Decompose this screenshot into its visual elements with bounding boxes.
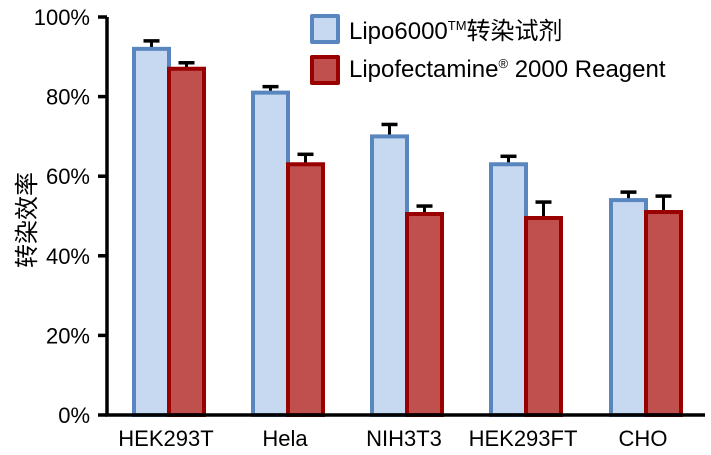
x-tick-label: HEK293FT <box>469 426 578 451</box>
bar-hek293t-lipo6000 <box>132 46 171 418</box>
bar-cho-lipofectamine <box>644 210 683 417</box>
legend-label-main: Lipofectamine <box>349 55 499 83</box>
bar-nih3t3-lipofectamine <box>405 212 444 417</box>
x-tick-label: CHO <box>619 426 668 451</box>
legend-label-lipo6000: Lipo6000TM转染试剂 <box>349 11 563 46</box>
y-tick-label: 80% <box>46 85 90 110</box>
y-tick-label: 60% <box>46 164 90 189</box>
legend-swatch-lipofectamine <box>310 54 340 85</box>
legend-label-suffix: 2000 Reagent <box>508 55 666 83</box>
legend-label-main: Lipo6000 <box>349 18 448 45</box>
bar-nih3t3-lipo6000 <box>370 134 409 417</box>
legend-label-lipofectamine: Lipofectamine® 2000 Reagent <box>349 56 666 84</box>
legend-label-suffix: 转染试剂 <box>466 17 563 45</box>
bar-hek293t-lipofectamine <box>167 66 206 418</box>
legend-item-lipofectamine: Lipofectamine® 2000 Reagent <box>310 49 666 90</box>
legend-label-sup: ® <box>498 55 509 71</box>
x-tick-label: HEK293T <box>118 426 213 451</box>
x-tick-label: Hela <box>262 426 308 451</box>
legend-swatch-lipo6000 <box>310 13 340 44</box>
y-tick-label: 40% <box>46 244 90 269</box>
y-axis-label-text: 转染效率 <box>12 172 41 268</box>
y-tick-label: 20% <box>46 323 90 348</box>
legend-label-sup: TM <box>447 18 467 33</box>
y-axis-label: 转染效率 <box>0 172 54 268</box>
bar-hek293ft-lipofectamine <box>524 215 563 417</box>
bar-hek293ft-lipo6000 <box>489 162 528 417</box>
bar-cho-lipo6000 <box>609 198 648 417</box>
bar-hela-lipo6000 <box>251 90 290 418</box>
x-tick-label: NIH3T3 <box>366 426 442 451</box>
legend-item-lipo6000: Lipo6000TM转染试剂 <box>310 8 666 49</box>
bar-hela-lipofectamine <box>286 162 325 417</box>
legend: Lipo6000TM转染试剂 Lipofectamine® 2000 Reage… <box>310 8 666 90</box>
y-tick-label: 0% <box>58 403 90 428</box>
y-tick-label: 100% <box>34 5 90 30</box>
